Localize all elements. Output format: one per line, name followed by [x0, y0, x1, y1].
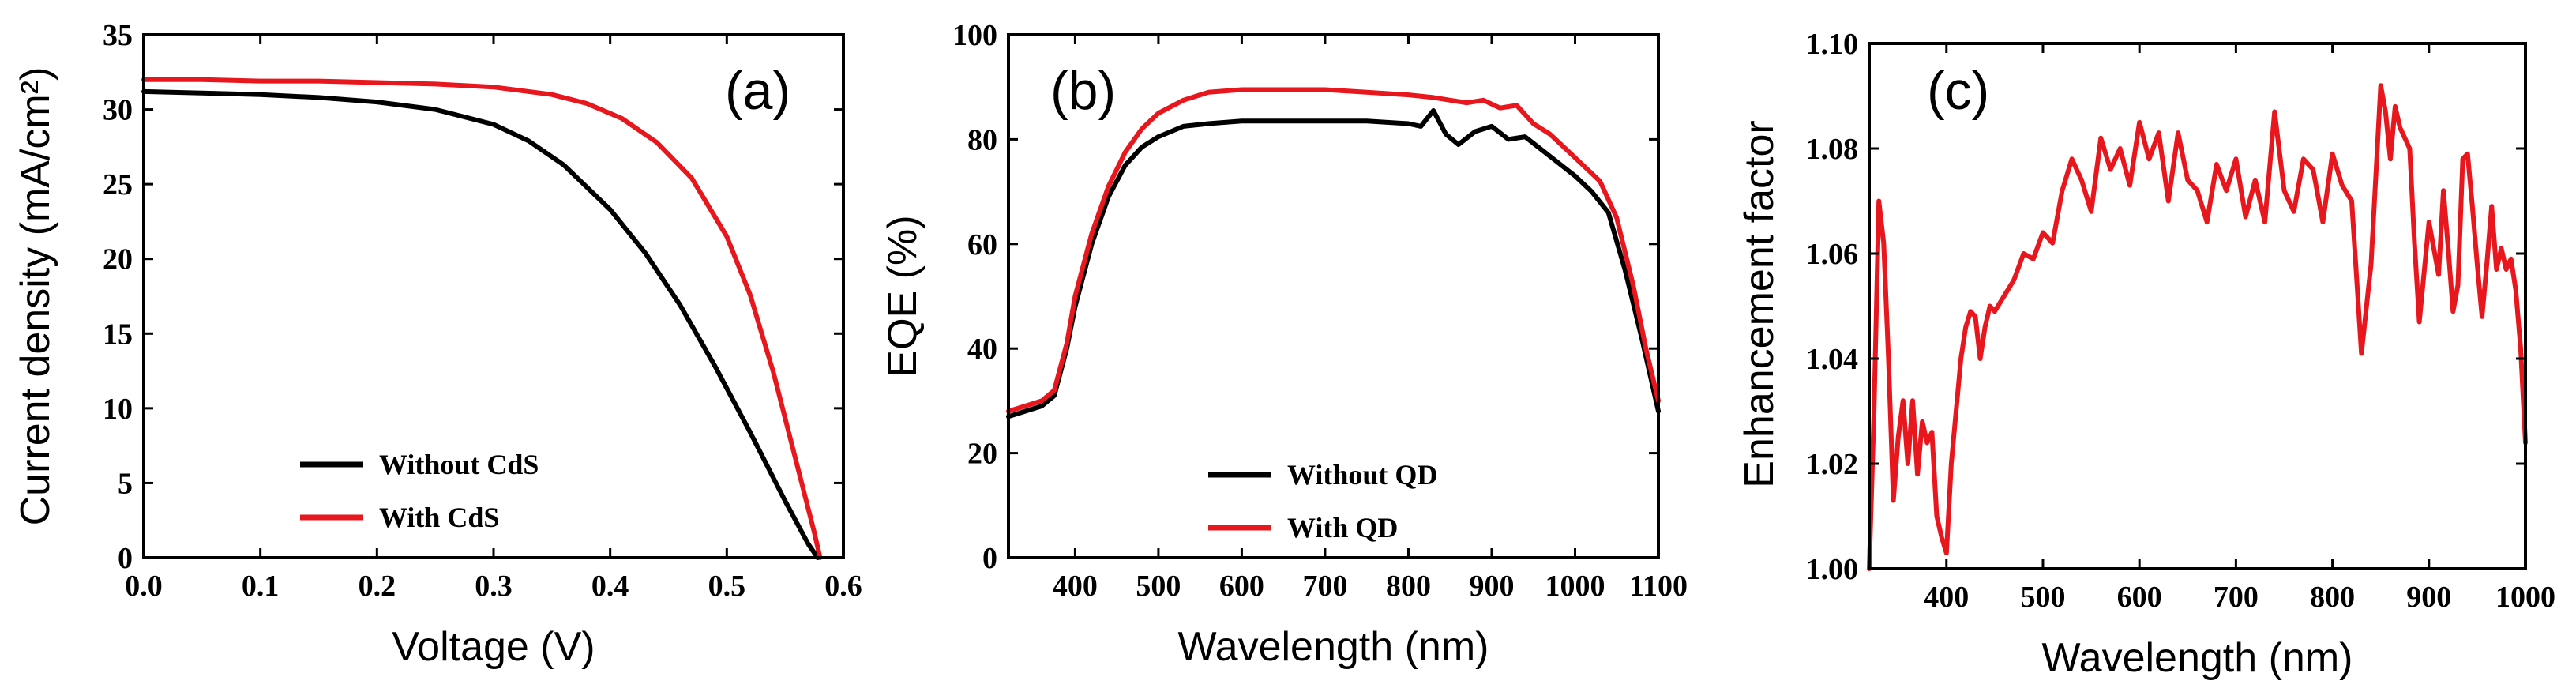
x-tick-label: 0.0 [125, 570, 163, 603]
series-line-without-cds [141, 88, 820, 560]
y-tick-label: 1.06 [1806, 238, 1859, 271]
y-tick-label: 30 [103, 94, 133, 127]
legend-label: Without QD [1287, 459, 1437, 491]
x-tick-label: 600 [2117, 581, 2162, 614]
legend: Without CdS With CdS [300, 449, 539, 533]
series-line-enhancement-factor [1867, 83, 2528, 571]
x-tick-label: 0.4 [591, 570, 629, 603]
chart-panel-a: 0.0 0.1 0.2 0.3 0.4 0.5 0.6 0 5 10 15 20 25 30 35 Volta… [13, 19, 862, 670]
x-tick-label: 400 [1924, 581, 1969, 614]
x-tick-label: 800 [2310, 581, 2355, 614]
y-tick-label: 1.02 [1806, 448, 1859, 481]
series-line-with-cds [141, 77, 823, 560]
x-tick-label: 1000 [1545, 570, 1605, 603]
x-tick-label: 0.3 [475, 570, 513, 603]
y-tick-label: 1.10 [1806, 28, 1859, 61]
x-tick-label: 0.1 [242, 570, 280, 603]
x-tick-label: 1000 [2495, 581, 2555, 614]
legend: Without QD With QD [1208, 459, 1437, 543]
x-axis-title: Voltage (V) [392, 624, 595, 670]
panel-label: (a) [725, 61, 790, 121]
x-tick-label: 800 [1386, 570, 1431, 603]
panel-label: (c) [1927, 61, 1989, 121]
y-axis-title: Enhancement factor [1737, 120, 1782, 487]
x-tick-label: 700 [2214, 581, 2259, 614]
y-tick-label: 20 [103, 243, 133, 276]
y-tick-label: 25 [103, 168, 133, 201]
y-tick-label: 35 [103, 19, 133, 52]
x-tick-label: 700 [1302, 570, 1347, 603]
x-axis-title: Wavelength (nm) [1178, 624, 1489, 670]
y-tick-label: 0 [118, 542, 133, 575]
chart-panel-b: 400 500 600 700 800 900 1000 1100 0 20 40 60 80 100 Wa… [880, 19, 1688, 670]
y-tick-label: 1.04 [1806, 343, 1859, 376]
x-tick-label: 0.5 [708, 570, 746, 603]
legend-label: With CdS [379, 502, 499, 533]
legend-label: With QD [1287, 512, 1398, 543]
x-tick-label: 900 [1469, 570, 1514, 603]
panel-label: (b) [1050, 61, 1116, 121]
plot-frame [1007, 33, 1660, 559]
x-axis-title: Wavelength (nm) [2042, 635, 2353, 681]
x-tick-label: 600 [1219, 570, 1264, 603]
legend-label: Without CdS [379, 449, 539, 480]
x-tick-label: 1100 [1629, 570, 1688, 603]
series-line-without-qd [1006, 108, 1661, 419]
y-tick-label: 5 [118, 467, 133, 500]
x-tick-label: 0.2 [359, 570, 396, 603]
x-tick-label: 500 [1136, 570, 1181, 603]
y-tick-label: 100 [952, 19, 997, 52]
plot-frame [1868, 42, 2527, 570]
y-tick-label: 15 [103, 318, 133, 351]
chart-panel-c: 400 500 600 700 800 900 1000 1.00 1.02 1.04 1.06 1.… [1737, 28, 2555, 681]
y-tick-label: 1.08 [1806, 133, 1859, 166]
x-tick-label: 500 [2020, 581, 2065, 614]
x-tick-label: 900 [2406, 581, 2451, 614]
y-tick-label: 80 [967, 123, 997, 156]
y-tick-label: 20 [967, 438, 997, 471]
y-tick-label: 0 [982, 542, 997, 575]
y-tick-label: 1.00 [1806, 553, 1859, 586]
series-line-with-qd [1006, 87, 1661, 414]
x-tick-label: 0.6 [824, 570, 862, 603]
y-tick-label: 40 [967, 333, 997, 366]
y-tick-label: 10 [103, 393, 133, 426]
y-tick-label: 60 [967, 228, 997, 261]
y-axis-title: Current density (mA/cm²) [13, 67, 58, 526]
x-tick-label: 400 [1053, 570, 1098, 603]
y-axis-title: EQE (%) [880, 215, 926, 377]
